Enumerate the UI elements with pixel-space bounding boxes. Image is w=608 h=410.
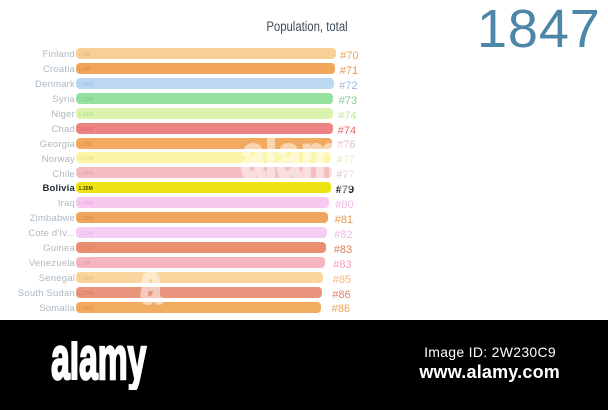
svg-text:alamy: alamy	[51, 341, 146, 390]
svg-text:alamy: alamy	[241, 138, 363, 192]
svg-text:a: a	[140, 271, 162, 307]
